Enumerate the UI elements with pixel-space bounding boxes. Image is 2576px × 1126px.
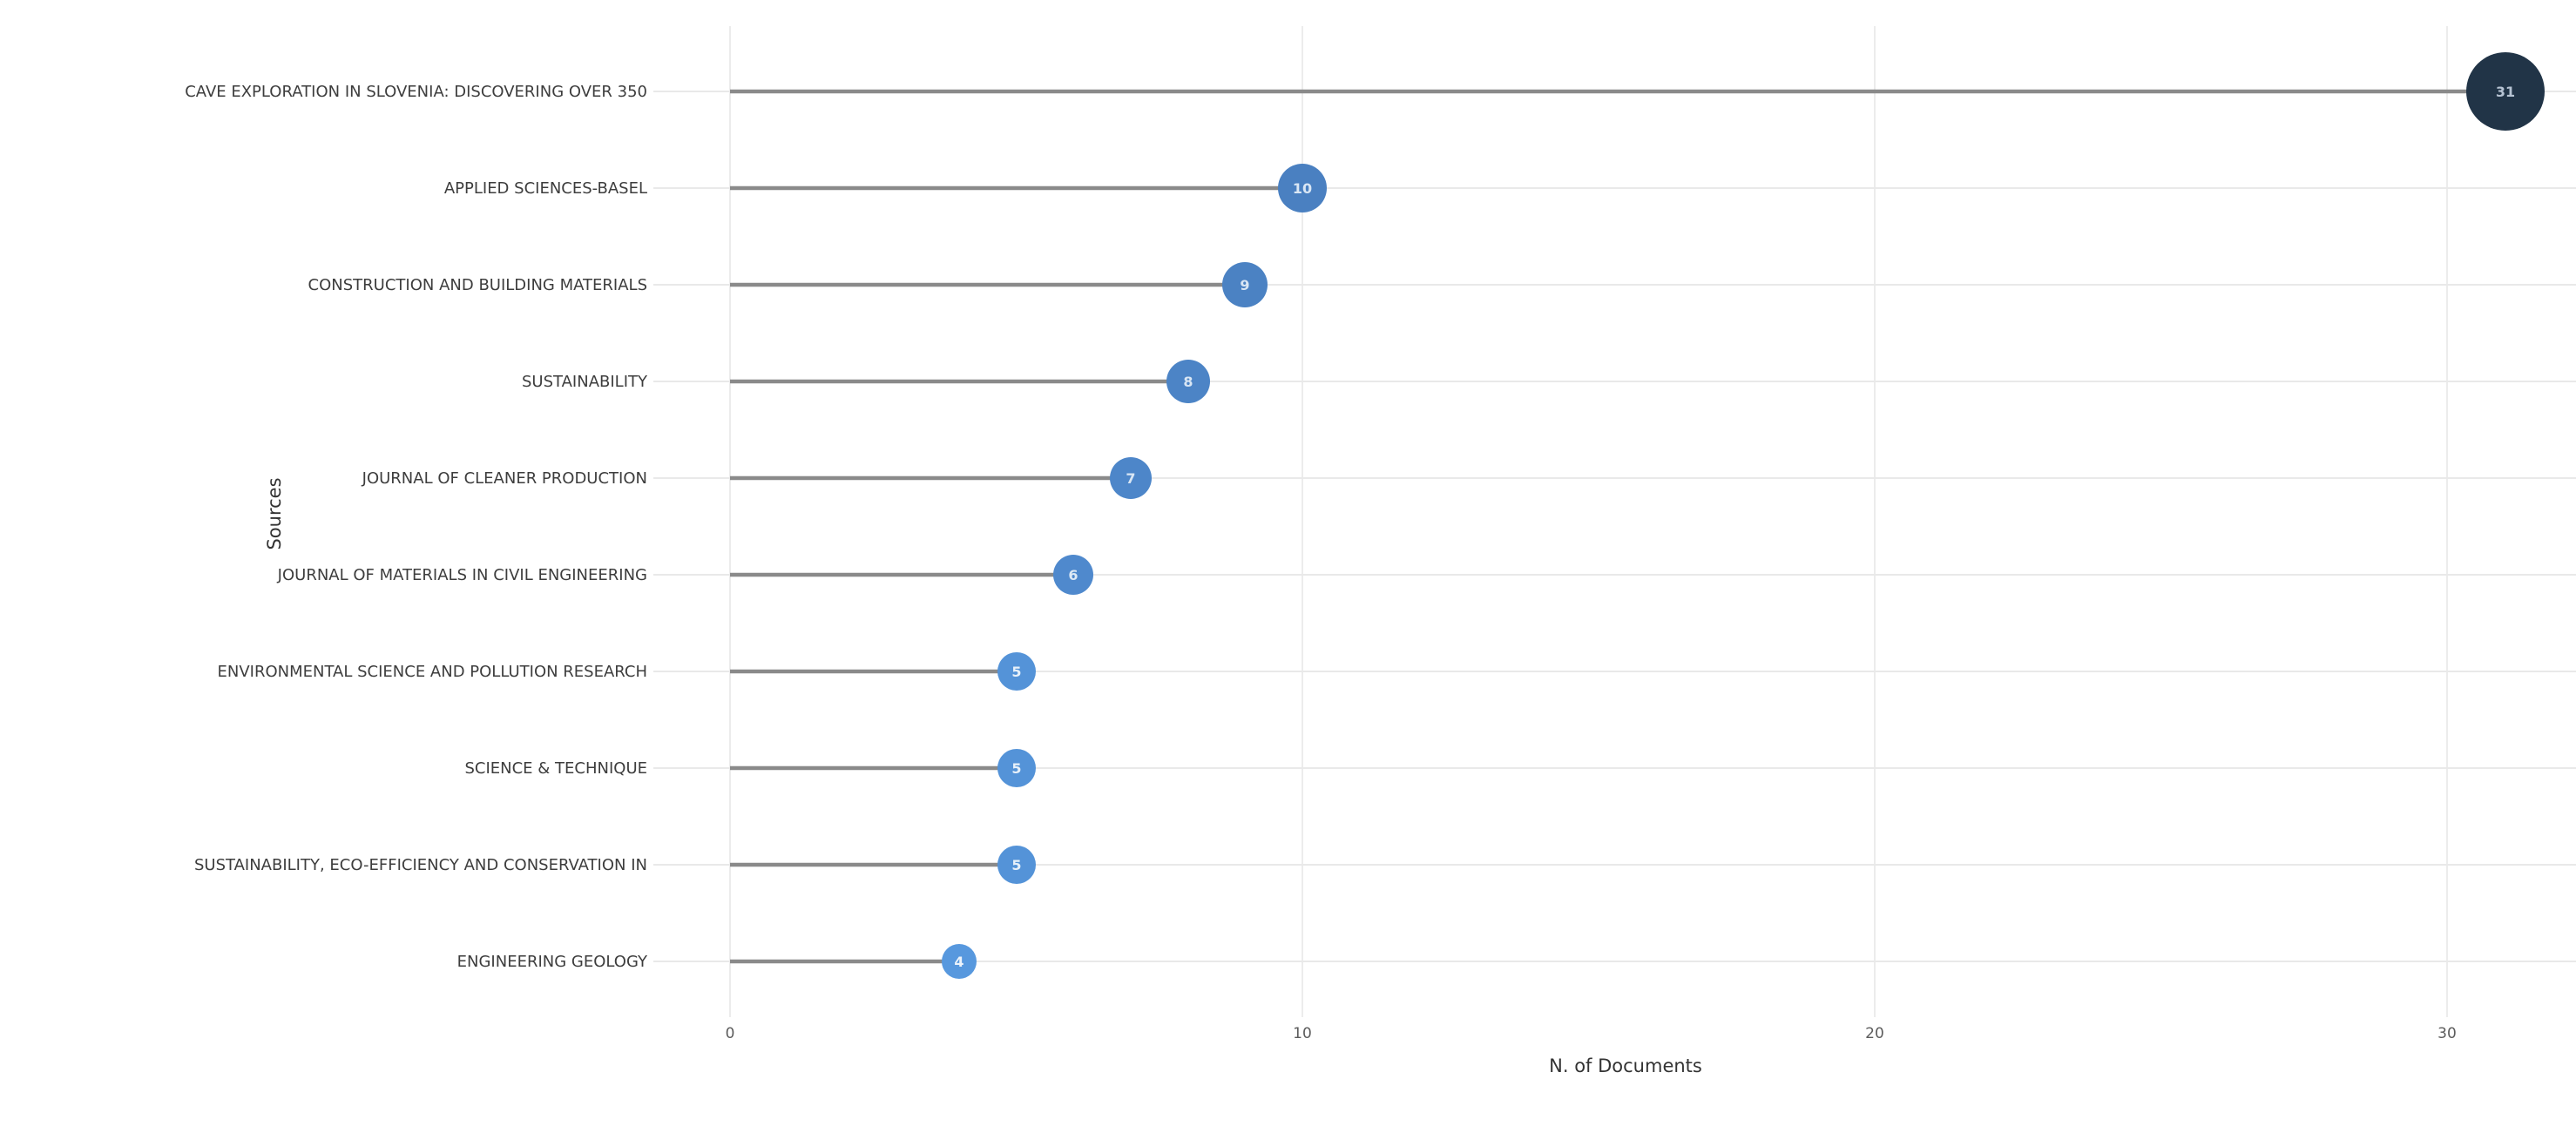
x-tick-label: 0 <box>726 1025 735 1042</box>
x-gridlines <box>729 26 2448 1017</box>
point-value: 5 <box>1011 664 1021 680</box>
y-axis-title: Sources <box>264 477 285 550</box>
category-label: SUSTAINABILITY, ECO-EFFICIENCY AND CONSE… <box>194 856 647 874</box>
lollipop-point[interactable] <box>997 652 1036 691</box>
point-value: 31 <box>2496 84 2515 100</box>
lollipop-row: 4 ENGINEERING GEOLOGY <box>457 944 2576 979</box>
point-value: 7 <box>1126 470 1135 487</box>
lollipop-row: 5 SCIENCE & TECHNIQUE <box>464 749 2576 787</box>
category-label: CAVE EXPLORATION IN SLOVENIA: DISCOVERIN… <box>185 83 647 101</box>
point-value: 8 <box>1183 374 1193 390</box>
point-value: 10 <box>1293 180 1312 197</box>
point-value: 5 <box>1011 760 1021 777</box>
lollipop-row: 9 CONSTRUCTION AND BUILDING MATERIALS <box>308 262 2576 307</box>
lollipop-point[interactable] <box>997 846 1036 884</box>
lollipop-point[interactable] <box>1053 555 1093 595</box>
x-tick-label: 20 <box>1865 1025 1884 1042</box>
x-tick-label: 10 <box>1293 1025 1312 1042</box>
category-label: JOURNAL OF MATERIALS IN CIVIL ENGINEERIN… <box>277 566 647 584</box>
point-value: 9 <box>1240 277 1249 293</box>
category-label: ENVIRONMENTAL SCIENCE AND POLLUTION RESE… <box>217 663 647 681</box>
lollipop-row: 7 JOURNAL OF CLEANER PRODUCTION <box>362 457 2576 499</box>
category-label: JOURNAL OF CLEANER PRODUCTION <box>362 469 647 488</box>
point-value: 4 <box>954 954 963 970</box>
x-tick-label: 30 <box>2437 1025 2457 1042</box>
lollipop-row: 5 ENVIRONMENTAL SCIENCE AND POLLUTION RE… <box>217 652 2576 691</box>
category-label: SUSTAINABILITY <box>522 373 648 391</box>
lollipop-row: 8 SUSTAINABILITY <box>522 360 2576 403</box>
point-value: 6 <box>1068 567 1078 583</box>
x-axis-title: N. of Documents <box>1549 1055 1702 1076</box>
lollipop-row: 6 JOURNAL OF MATERIALS IN CIVIL ENGINEER… <box>277 555 2576 595</box>
lollipop-point[interactable] <box>1110 457 1152 499</box>
lollipop-point[interactable] <box>942 944 977 979</box>
lollipop-row: 5 SUSTAINABILITY, ECO-EFFICIENCY AND CON… <box>194 846 2576 884</box>
category-label: ENGINEERING GEOLOGY <box>457 953 648 971</box>
lollipop-point[interactable] <box>2466 52 2545 131</box>
lollipop-row: 10 APPLIED SCIENCES-BASEL <box>444 164 2576 212</box>
lollipop-point[interactable] <box>997 749 1036 787</box>
point-value: 5 <box>1011 857 1021 873</box>
category-label: CONSTRUCTION AND BUILDING MATERIALS <box>308 276 647 294</box>
lollipop-row: 31 CAVE EXPLORATION IN SLOVENIA: DISCOVE… <box>185 52 2576 131</box>
x-axis-ticks: 0 10 20 30 <box>726 1025 2457 1042</box>
category-label: SCIENCE & TECHNIQUE <box>464 759 647 778</box>
lollipop-point[interactable] <box>1166 360 1210 403</box>
lollipop-point[interactable] <box>1222 262 1268 307</box>
lollipop-point[interactable] <box>1278 164 1327 212</box>
category-label: APPLIED SCIENCES-BASEL <box>444 179 647 198</box>
